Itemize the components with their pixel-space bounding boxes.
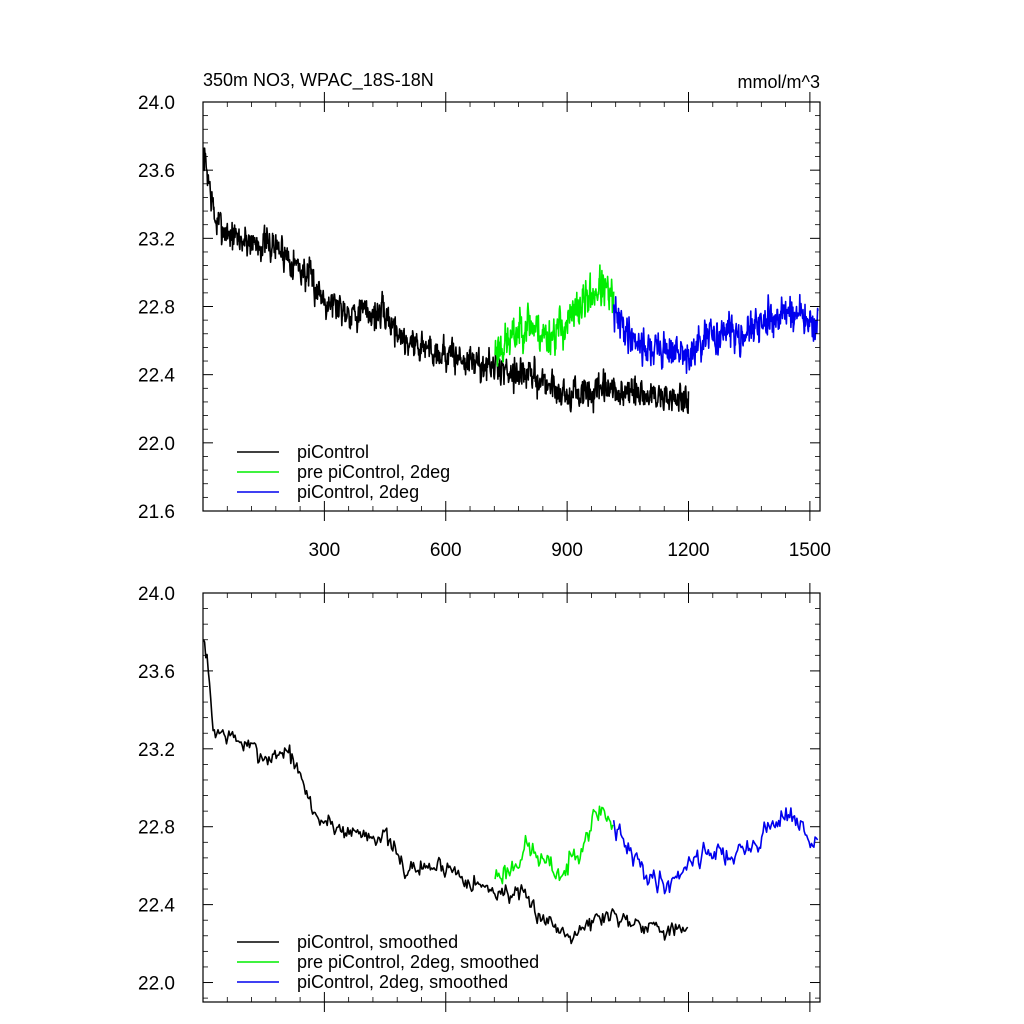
legend-label: pre piControl, 2deg	[297, 462, 450, 482]
series-line	[612, 807, 819, 895]
y-tick-label: 23.2	[138, 229, 175, 250]
y-tick-label: 22.8	[138, 298, 175, 319]
y-tick-label: 24.0	[138, 93, 175, 114]
plot-frame-smoothed	[202, 592, 821, 1003]
series-line	[494, 264, 615, 367]
y-tick-label: 22.8	[138, 818, 175, 839]
y-tick-label: 24.0	[138, 584, 175, 605]
x-tick-label: 900	[551, 540, 583, 561]
y-tick-label: 22.4	[138, 366, 175, 387]
y-tick-label: 23.6	[138, 161, 175, 182]
y-tick-label: 23.2	[138, 740, 175, 761]
series-line	[612, 293, 819, 374]
y-tick-label: 21.6	[138, 502, 175, 523]
top-panel: 350m NO3, WPAC_18S-18N mmol/m^3 21.6 22.0…	[138, 70, 831, 561]
legend-label: piControl, 2deg, smoothed	[297, 972, 508, 992]
series-line	[202, 638, 689, 945]
y-tick-label: 22.0	[138, 974, 175, 995]
legend-label: piControl, 2deg	[297, 482, 419, 502]
plot-frame	[202, 101, 821, 512]
x-tick-label: 1200	[667, 540, 709, 561]
y-tick-label: 22.4	[138, 896, 175, 917]
x-tick-label: 300	[309, 540, 341, 561]
y-tick-label: 23.6	[138, 662, 175, 683]
bottom-panel: 22.0 22.4 22.8 23.2 23.6 24.0 piControl, smoo…	[138, 583, 821, 1012]
y-tick-label: 22.0	[138, 434, 175, 455]
legend-label: piControl	[297, 442, 369, 462]
units-label: mmol/m^3	[738, 72, 820, 92]
x-tick-label: 1500	[789, 540, 831, 561]
series-line	[202, 147, 690, 414]
series-line	[494, 805, 614, 885]
chart-title: 350m NO3, WPAC_18S-18N	[203, 70, 434, 91]
legend-label: piControl, smoothed	[297, 932, 458, 952]
x-tick-label: 600	[430, 540, 462, 561]
legend-label: pre piControl, 2deg, smoothed	[297, 952, 539, 972]
